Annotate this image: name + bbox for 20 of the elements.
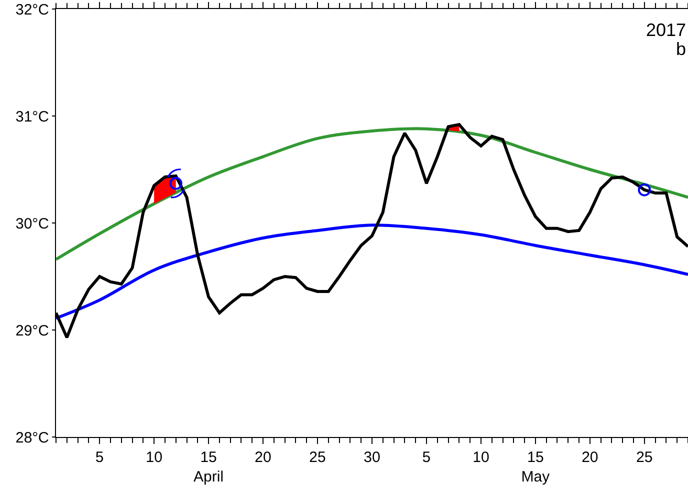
y-tick-label: 29°C <box>15 322 50 340</box>
x-tick-label: 20 <box>254 449 272 466</box>
y-tick-label: 28°C <box>15 429 50 446</box>
x-tick-label: 30 <box>364 449 380 466</box>
line-series <box>56 224 688 320</box>
annotation: 2017 <box>646 20 686 40</box>
line-series <box>56 127 688 261</box>
x-tick-label: 20 <box>582 449 598 466</box>
x-tick-label: 15 April <box>194 449 224 486</box>
y-tick-label: 31°C <box>15 108 50 126</box>
x-tick-label: 5 <box>422 449 431 466</box>
x-tick-label: 5 <box>95 449 104 466</box>
x-tick-label: 10 <box>146 449 162 466</box>
x-tick-label: 25 <box>636 449 653 466</box>
x-tick-label: 15 May <box>521 449 550 486</box>
x-tick-label: 10 <box>472 449 490 466</box>
y-tick-label: 30°C <box>15 215 50 232</box>
annotation: b <box>676 39 686 59</box>
y-tick-label: 32°C <box>15 1 50 18</box>
x-tick-label: 25 <box>309 449 326 466</box>
